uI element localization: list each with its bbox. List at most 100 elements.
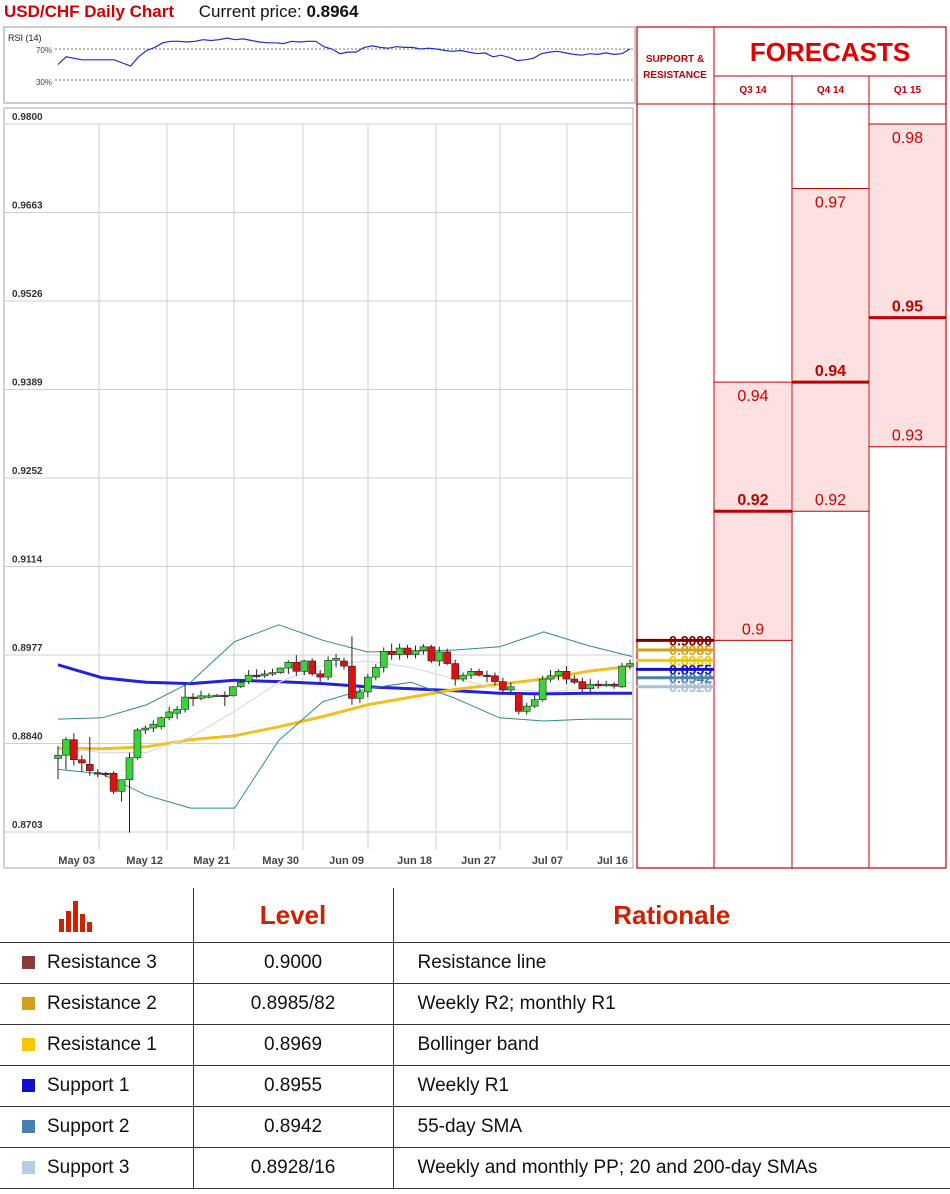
- level-rationale: Weekly R1: [393, 1065, 950, 1107]
- level-name: Support 3: [47, 1157, 130, 1178]
- candle-body-down: [443, 651, 452, 664]
- forecast-quarter: Q1 15: [894, 85, 922, 96]
- candle-body-up: [236, 681, 245, 688]
- level-value: 0.8928/16: [192, 1147, 394, 1189]
- level-rationale: Resistance line: [393, 942, 950, 984]
- candle-body-up: [205, 695, 213, 698]
- candle: [618, 662, 626, 689]
- level-color-swatch: [22, 997, 35, 1010]
- candle: [514, 691, 523, 715]
- candle: [284, 660, 293, 674]
- candle-body-up: [197, 695, 205, 699]
- candle: [93, 769, 102, 778]
- candle-body-up: [332, 658, 340, 661]
- sr-level-label: 0.8928: [669, 679, 712, 695]
- forecast-quarter: Q4 14: [817, 85, 845, 96]
- price-panel: [3, 107, 634, 869]
- candle: [340, 657, 348, 670]
- candle: [117, 779, 126, 802]
- candle: [379, 647, 388, 673]
- forecast-high-value: 0.98: [892, 130, 923, 147]
- candle: [546, 670, 555, 683]
- candle: [395, 643, 404, 660]
- level-rationale: Weekly and monthly PP; 20 and 200-day SM…: [393, 1147, 950, 1189]
- candle-body-down: [348, 665, 356, 699]
- candle-body-down: [403, 647, 412, 655]
- level-rationale: 55-day SMA: [393, 1106, 950, 1148]
- forecast-range: [870, 124, 945, 447]
- header-level: Level: [192, 888, 394, 943]
- forecast-range: [793, 188, 868, 512]
- x-tick-label: May 21: [193, 855, 230, 867]
- candle: [268, 668, 277, 676]
- level-color-swatch: [22, 1079, 35, 1092]
- candle-body-down: [308, 660, 317, 675]
- candle: [125, 752, 134, 833]
- levels-table-body: Resistance 3 0.9000 Resistance line Resista…: [0, 942, 950, 1189]
- chart-title-bar: USD/CHF Daily Chart Current price: 0.896…: [4, 0, 358, 26]
- candle: [197, 690, 205, 701]
- sr-level-label: 0.9000: [669, 632, 712, 648]
- candle-body-down: [70, 739, 78, 761]
- candle-body-up: [530, 699, 539, 707]
- level-color-swatch: [22, 1120, 35, 1133]
- candle: [236, 679, 245, 689]
- level-row: Resistance 2 0.8985/82 Weekly R2; monthly …: [0, 983, 950, 1025]
- candle-body-up: [276, 667, 285, 673]
- candle: [483, 670, 491, 683]
- candle-body-down: [292, 661, 301, 672]
- candle-body-up: [149, 723, 158, 729]
- candle-body-up: [165, 711, 174, 719]
- sr-level-label: 0.8942: [669, 670, 712, 686]
- candle: [435, 646, 444, 667]
- candle-body-up: [618, 665, 626, 688]
- header-rationale: Rationale: [393, 888, 950, 943]
- candle: [554, 669, 563, 681]
- candle: [602, 680, 610, 687]
- candle-body-up: [467, 670, 475, 676]
- candle: [276, 667, 285, 674]
- forecast-panel: SUPPORT & RESISTANCE FORECASTS 0.90000.8…: [636, 26, 947, 869]
- candle-body-down: [316, 673, 324, 678]
- candle: [530, 695, 539, 709]
- y-tick-label: 0.9252: [12, 466, 43, 477]
- level-value: 0.8955: [192, 1065, 394, 1107]
- candle-body-down: [562, 670, 571, 680]
- current-price-value: 0.8964: [306, 2, 359, 21]
- candle-body-up: [268, 672, 277, 675]
- candle-body-down: [610, 683, 618, 687]
- candle: [252, 669, 261, 679]
- y-tick-label: 0.8977: [12, 643, 43, 654]
- candle: [467, 668, 475, 680]
- candle: [228, 686, 237, 697]
- candle-body-up: [435, 651, 444, 662]
- x-tick-label: Jun 27: [461, 855, 496, 867]
- y-tick-label: 0.9526: [12, 289, 43, 300]
- x-tick-label: Jul 16: [597, 855, 628, 867]
- levels-table-wrap: Level Rationale Resistance 3 0.9000 Resist…: [0, 888, 950, 1194]
- candle: [356, 686, 364, 703]
- candle: [411, 645, 420, 659]
- candle: [562, 666, 571, 685]
- candle-body-up: [522, 705, 531, 712]
- y-tick-label: 0.9389: [12, 378, 43, 389]
- level-name: Resistance 3: [47, 952, 157, 973]
- candle: [181, 684, 189, 713]
- y-tick-label: 0.9800: [12, 112, 43, 123]
- level-name: Support 1: [47, 1075, 130, 1096]
- candle: [205, 693, 213, 699]
- candle-body-down: [475, 670, 483, 676]
- candle-body-down: [451, 663, 460, 680]
- candle-body-up: [181, 696, 189, 710]
- level-name-cell: Resistance 1: [0, 1024, 193, 1066]
- level-row: Resistance 3 0.9000 Resistance line: [0, 942, 950, 984]
- candle-body-up: [379, 650, 388, 668]
- candle-body-down: [252, 674, 261, 677]
- candle-body-down: [85, 763, 94, 771]
- candle-body-down: [221, 694, 229, 697]
- candle-body-up: [602, 683, 610, 687]
- level-color-swatch: [22, 1038, 35, 1051]
- candle-body-up: [554, 670, 563, 677]
- y-axis-labels: 0.9800 0.9663 0.9526 0.9389 0.9252 0.9114 0.89…: [12, 112, 43, 831]
- candle: [459, 672, 467, 682]
